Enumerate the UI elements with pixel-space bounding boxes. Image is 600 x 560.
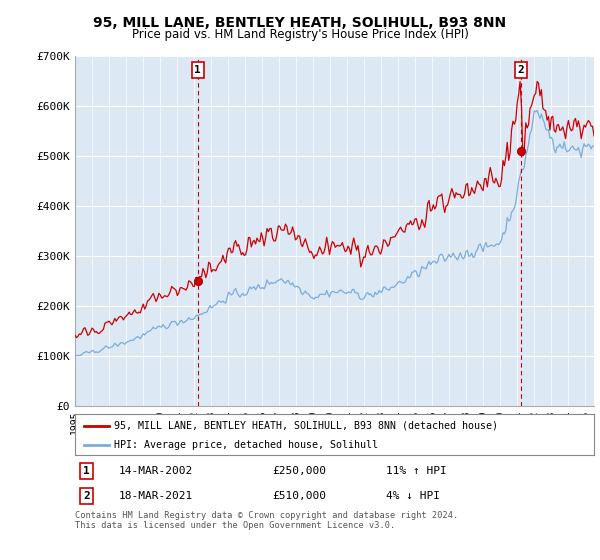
Text: 14-MAR-2002: 14-MAR-2002 (119, 466, 193, 475)
Text: Contains HM Land Registry data © Crown copyright and database right 2024.
This d: Contains HM Land Registry data © Crown c… (75, 511, 458, 530)
Text: 1: 1 (83, 466, 90, 475)
Text: £250,000: £250,000 (272, 466, 326, 475)
Text: 18-MAR-2021: 18-MAR-2021 (119, 491, 193, 501)
Text: 4% ↓ HPI: 4% ↓ HPI (386, 491, 440, 501)
Text: 95, MILL LANE, BENTLEY HEATH, SOLIHULL, B93 8NN: 95, MILL LANE, BENTLEY HEATH, SOLIHULL, … (94, 16, 506, 30)
Text: 11% ↑ HPI: 11% ↑ HPI (386, 466, 447, 475)
Text: Price paid vs. HM Land Registry's House Price Index (HPI): Price paid vs. HM Land Registry's House … (131, 28, 469, 41)
Text: HPI: Average price, detached house, Solihull: HPI: Average price, detached house, Soli… (114, 440, 378, 450)
Text: £510,000: £510,000 (272, 491, 326, 501)
Text: 2: 2 (518, 65, 524, 75)
Text: 2: 2 (83, 491, 90, 501)
Text: 1: 1 (194, 65, 201, 75)
Text: 95, MILL LANE, BENTLEY HEATH, SOLIHULL, B93 8NN (detached house): 95, MILL LANE, BENTLEY HEATH, SOLIHULL, … (114, 421, 498, 431)
